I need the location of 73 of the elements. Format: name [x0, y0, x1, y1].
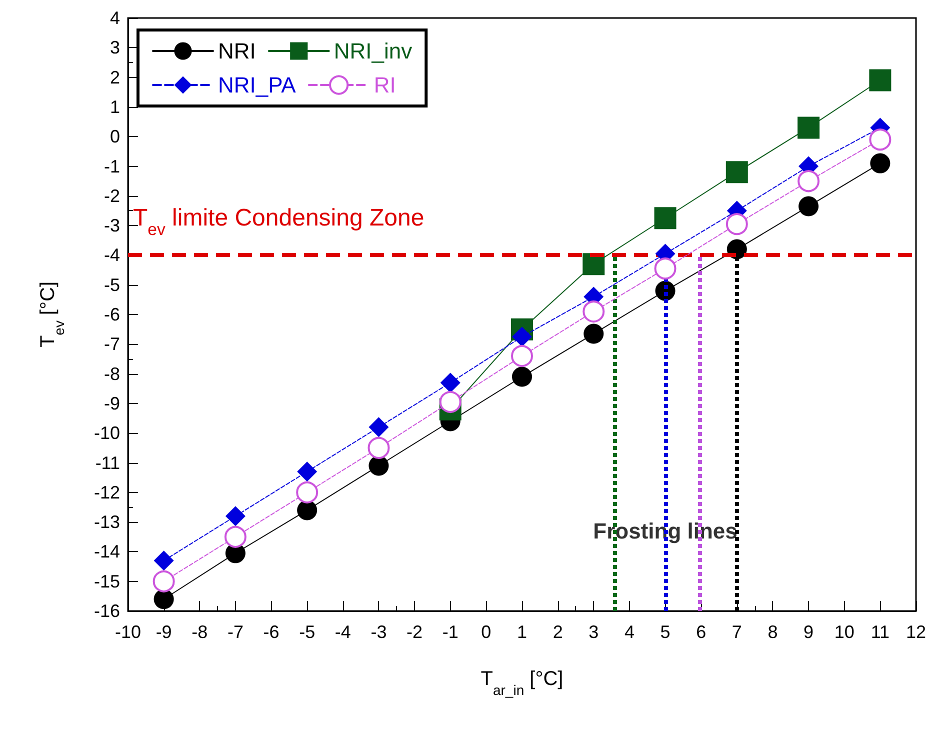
point: [439, 390, 462, 413]
x-tick-label: 8: [768, 622, 778, 642]
legend-label: NRI: [218, 38, 256, 64]
x-tick-label: 5: [660, 622, 670, 642]
point: [154, 589, 174, 610]
point: [224, 526, 246, 548]
point: [154, 550, 174, 571]
point: [368, 456, 389, 476]
point: [798, 196, 819, 216]
y-tick-label: -7: [104, 334, 120, 354]
x-tick-label: 12: [906, 622, 926, 642]
point: [584, 324, 604, 344]
y-tick-label: 2: [110, 67, 120, 88]
x-tick-label: 1: [516, 622, 528, 642]
y-tick-label: -5: [104, 274, 120, 295]
point: [798, 116, 820, 139]
point: [870, 153, 890, 174]
x-tick-label: -5: [299, 622, 316, 642]
point: [512, 366, 532, 387]
legend-label: NRI_inv: [334, 38, 412, 64]
y-tick-label: 4: [110, 8, 120, 28]
x-tick-label: 0: [481, 622, 492, 642]
point: [582, 300, 605, 323]
y-tick-label: -1: [104, 156, 120, 176]
point: [726, 161, 748, 184]
y-tick-label: -6: [104, 304, 120, 324]
x-tick-label: -8: [192, 622, 208, 642]
y-tick-label: 1: [110, 96, 120, 117]
point: [440, 372, 460, 393]
x-tick-label: 11: [870, 622, 890, 642]
y-tick-label: 3: [110, 38, 120, 58]
y-tick-label: -14: [94, 542, 120, 562]
y-tick-label: -2: [104, 186, 120, 206]
point: [512, 326, 532, 347]
point: [654, 258, 676, 280]
x-tick-label: 4: [624, 622, 634, 642]
x-tick-label: 10: [834, 622, 854, 642]
y-tick-label: -8: [104, 364, 120, 384]
legend-label: RI: [374, 72, 396, 98]
annotation: Frosting lines: [593, 518, 738, 544]
x-tick-label: 7: [732, 622, 742, 642]
y-tick-label: -11: [95, 452, 120, 473]
x-tick-label: 6: [696, 622, 706, 642]
x-tick-label: 9: [804, 622, 814, 642]
x-tick-label: -4: [334, 622, 351, 642]
y-tick-label: -3: [104, 216, 120, 236]
x-tick-label: -9: [156, 622, 172, 642]
x-tick-label: -1: [442, 622, 458, 642]
x-tick-label: -3: [370, 622, 387, 642]
point: [225, 506, 246, 526]
x-tick-label: -7: [227, 622, 244, 642]
legend-label: NRI_PA: [218, 72, 296, 98]
x-tick-label: -2: [406, 622, 423, 642]
y-tick-label: -16: [94, 601, 120, 621]
y-tick-label: -9: [104, 393, 120, 414]
y-axis-title: Tev [°C]: [37, 281, 67, 348]
x-tick-label: -6: [263, 622, 280, 642]
point: [654, 207, 676, 230]
y-tick-label: -12: [94, 482, 120, 502]
y-tick-label: -15: [94, 571, 120, 592]
point: [297, 500, 318, 520]
x-tick-label: 3: [588, 622, 599, 642]
y-tick-label: 0: [110, 126, 120, 147]
x-tick-label: 2: [552, 622, 563, 642]
point: [726, 213, 748, 236]
point: [869, 128, 892, 151]
y-tick-label: -4: [104, 245, 120, 266]
point: [297, 462, 318, 482]
point: [368, 417, 389, 438]
y-tick-label: -13: [94, 512, 120, 532]
y-tick-label: -10: [94, 423, 120, 444]
point: [869, 69, 892, 92]
point: [798, 170, 820, 192]
